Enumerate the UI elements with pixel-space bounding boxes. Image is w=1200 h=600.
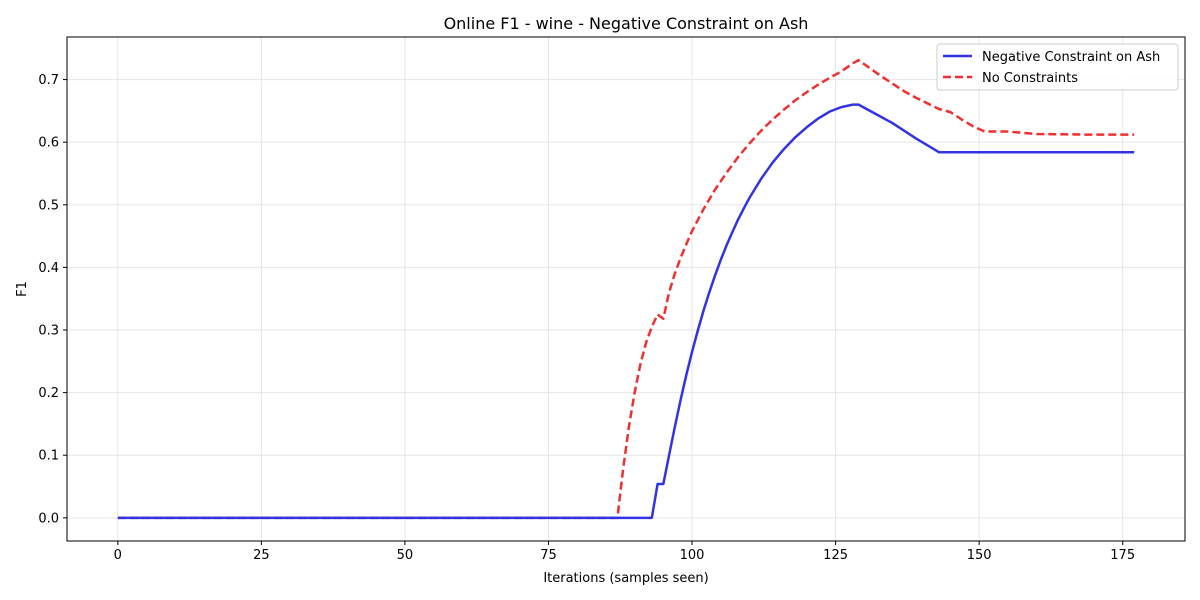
- x-tick-label: 175: [1110, 548, 1135, 563]
- x-tick-label: 50: [397, 548, 414, 563]
- legend: Negative Constraint on Ash No Constraint…: [936, 43, 1179, 91]
- x-tick-label: 150: [967, 548, 992, 563]
- chart-title: Online F1 - wine - Negative Constraint o…: [444, 14, 809, 33]
- x-tick-label: 100: [680, 548, 705, 563]
- y-tick-label: 0.2: [38, 386, 59, 401]
- grid-layer: [67, 37, 1185, 541]
- y-tick-label: 0.0: [38, 511, 59, 526]
- x-tick-label: 25: [253, 548, 270, 563]
- series-layer: [117, 58, 1135, 520]
- y-tick-label: 0.6: [38, 136, 59, 151]
- legend-label-negative-constraint: Negative Constraint on Ash: [982, 50, 1160, 65]
- y-tick-label: 0.7: [38, 73, 59, 88]
- y-tick-label: 0.1: [38, 449, 59, 464]
- y-tick-label: 0.5: [38, 198, 59, 213]
- y-tick-label: 0.4: [38, 261, 59, 276]
- x-axis-title: Iterations (samples seen): [543, 571, 708, 586]
- series-line-no-constraints: [117, 58, 1135, 520]
- x-tick-label: 125: [823, 548, 848, 563]
- series-line-negative-constraint: [117, 103, 1135, 520]
- tick-layer: 0 25 50 75 100 125 150 175 0.0 0.1 0.2 0.3 0.4 0.5 0.6…: [38, 73, 1135, 563]
- x-tick-label: 0: [114, 548, 122, 563]
- plot-frame: [66, 36, 1186, 542]
- y-tick-label: 0.3: [38, 324, 59, 339]
- y-axis-title: F1: [15, 281, 30, 297]
- legend-label-no-constraints: No Constraints: [982, 71, 1078, 86]
- x-tick-label: 75: [540, 548, 557, 563]
- legend-box: [936, 43, 1179, 91]
